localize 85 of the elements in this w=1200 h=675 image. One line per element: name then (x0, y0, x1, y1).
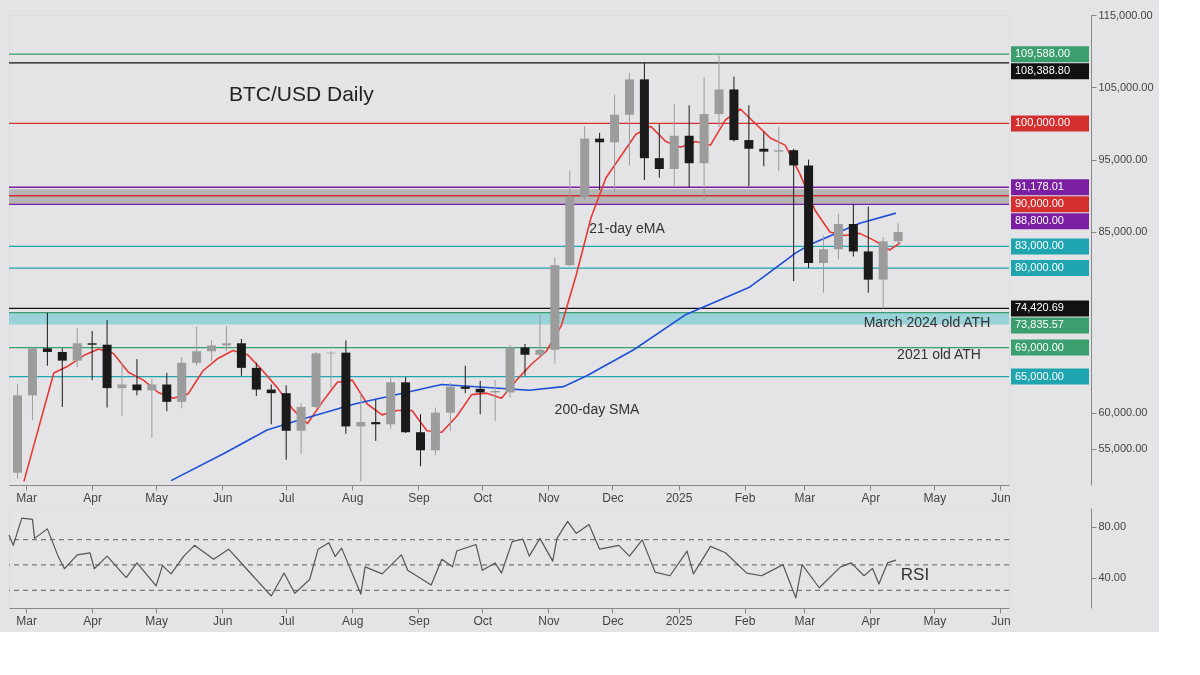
y-tick-label: 80.00 (1098, 520, 1127, 533)
x-tick-label: Mar (794, 613, 816, 628)
candlestick (192, 326, 202, 367)
x-tick-label: Sep (408, 613, 430, 628)
annotation: 21-day eMA (589, 219, 666, 236)
x-tick-label: Mar (16, 490, 37, 505)
ref-line-label: 100,000.00 (1015, 116, 1071, 129)
x-tick-label: Feb (734, 613, 756, 628)
x-tick-label: Jun (213, 613, 233, 628)
ref-line-label: 88,800.00 (1015, 214, 1064, 227)
x-tick-label: May (145, 613, 168, 628)
candlestick (744, 104, 754, 187)
candlestick (356, 392, 366, 482)
line-series (8, 517, 897, 599)
candlestick (893, 222, 903, 247)
ref-line-label: 91,178.01 (1015, 180, 1064, 193)
x-tick-label: Jun (213, 490, 233, 505)
candlestick (57, 347, 67, 408)
x-tick-label: Dec (602, 613, 624, 628)
x-tick-label: 2025 (665, 613, 693, 628)
x-tick-label: Feb (734, 490, 756, 505)
annotation: 200-day SMA (554, 400, 641, 417)
ref-line-label: 74,420.69 (1015, 301, 1064, 314)
x-tick-label: Jun (991, 613, 1011, 628)
x-tick-label: Oct (473, 613, 493, 628)
x-tick-label: Jun (991, 490, 1011, 505)
candlestick (207, 339, 217, 362)
ref-line-label: 90,000.00 (1015, 197, 1064, 210)
x-tick-label: 2025 (665, 490, 693, 505)
candlestick (87, 330, 97, 381)
candlestick (416, 413, 426, 467)
x-tick-label: Nov (538, 613, 560, 628)
annotation: 2021 old ATH (897, 346, 981, 363)
x-tick-label: Apr (83, 490, 102, 505)
x-tick-label: Aug (342, 613, 364, 628)
candlestick (654, 123, 664, 179)
y-tick-label: 95,000.00 (1098, 153, 1148, 166)
y-tick-label: 85,000.00 (1098, 225, 1148, 238)
x-tick-label: Apr (861, 613, 881, 628)
ref-line-label: 65,000.00 (1015, 369, 1064, 382)
ref-line-label: 109,588.00 (1015, 47, 1071, 60)
text: BTC/USD Daily (229, 81, 375, 105)
candlestick (759, 131, 769, 167)
y-tick-label: 55,000.00 (1098, 442, 1148, 455)
x-tick-label: Aug (342, 490, 364, 505)
candlestick (460, 365, 470, 394)
x-tick-label: Jul (279, 613, 295, 628)
ref-line-label: 108,388.80 (1015, 64, 1071, 77)
candlestick (162, 372, 172, 412)
y-tick-label: 105,000.00 (1098, 80, 1154, 93)
candlestick (371, 399, 381, 442)
y-tick-label: 60,000.00 (1098, 406, 1148, 419)
x-tick-label: Jul (279, 490, 295, 505)
candlestick (42, 312, 52, 367)
x-tick-label: Apr (861, 490, 881, 505)
x-tick-label: Mar (794, 490, 816, 505)
ref-line-label: 73,835.57 (1015, 318, 1064, 331)
candlestick (296, 402, 306, 455)
x-tick-label: Nov (538, 490, 560, 505)
candlestick (789, 148, 799, 282)
annotation: RSI (900, 565, 930, 584)
x-tick-label: Mar (16, 613, 37, 628)
x-tick-label: May (145, 490, 168, 505)
candlestick (147, 378, 157, 439)
x-tick-label: May (923, 490, 947, 505)
candlestick (221, 325, 231, 352)
x-tick-label: May (923, 613, 947, 628)
x-tick-label: Apr (83, 613, 102, 628)
x-tick-label: Oct (473, 490, 493, 505)
candlestick (251, 362, 261, 397)
candlestick (117, 362, 127, 417)
y-tick-label: 40.00 (1098, 571, 1127, 584)
candlestick (520, 343, 530, 377)
candlestick (132, 358, 142, 396)
candlestick (535, 313, 545, 359)
ref-line-label: 83,000.00 (1015, 239, 1064, 252)
y-tick-label: 115,000.00 (1098, 8, 1153, 21)
candlestick (819, 235, 828, 294)
annotation: March 2024 old ATH (863, 313, 991, 330)
x-tick-label: Sep (408, 490, 430, 505)
x-tick-label: Dec (602, 490, 624, 505)
ref-line-label: 69,000.00 (1015, 340, 1064, 353)
candlestick (72, 327, 82, 368)
candlestick (774, 126, 784, 172)
ref-line-label: 80,000.00 (1015, 261, 1064, 274)
